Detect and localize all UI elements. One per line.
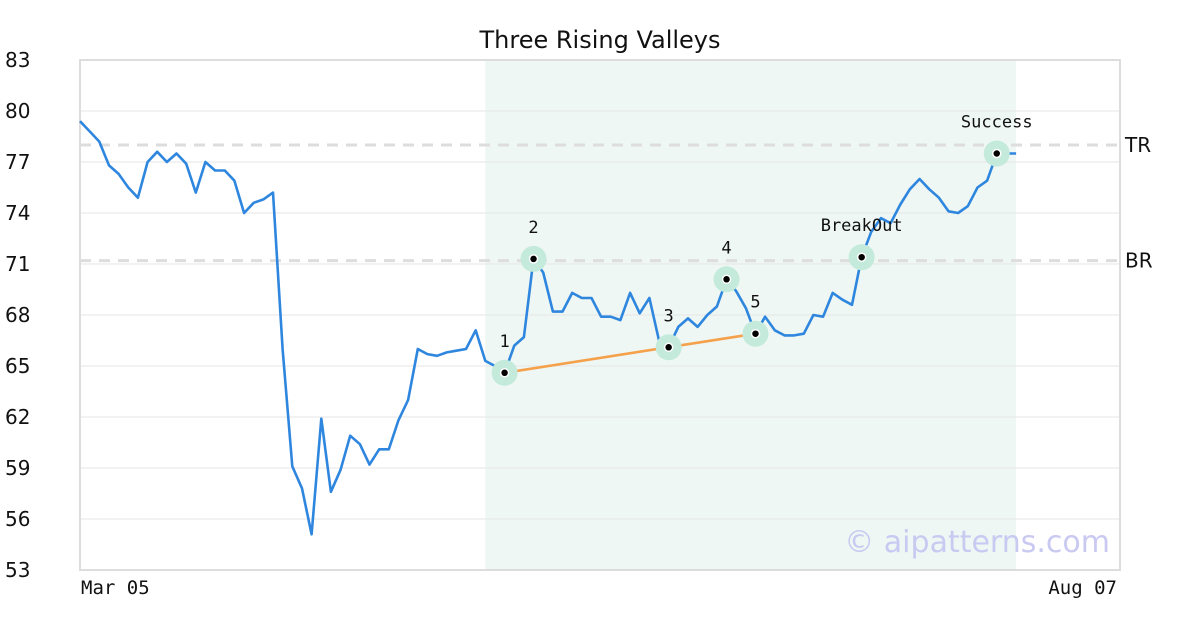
valley-trend-line	[504, 332, 756, 375]
reference-label-tr: TR	[1124, 133, 1151, 157]
annotation-point-2	[528, 254, 539, 264]
y-tick-label: 65	[5, 354, 30, 378]
annotation-point-breakout	[856, 252, 867, 262]
annotation-point-3	[663, 342, 674, 353]
annotation-label-1: 1	[499, 332, 509, 352]
y-tick-label: 56	[5, 507, 30, 531]
annotation-point-1	[499, 368, 510, 378]
annotation-label-3: 3	[664, 306, 674, 326]
x-tick-label: Mar 05	[81, 577, 150, 599]
annotation-point-5	[750, 328, 761, 339]
y-tick-label: 71	[5, 252, 30, 276]
watermark: © aipatterns.com	[844, 525, 1110, 560]
annotation-label-breakout: BreakOut	[821, 216, 903, 236]
annotation-label-2: 2	[528, 218, 538, 238]
y-tick-label: 83	[5, 48, 30, 72]
trend-line-layer	[504, 332, 756, 375]
x-tick-label: Aug 07	[1048, 577, 1117, 599]
annotation-label-5: 5	[750, 293, 760, 313]
y-tick-label: 62	[5, 405, 30, 429]
y-tick-label: 74	[5, 201, 30, 225]
annotation-label-4: 4	[721, 238, 731, 258]
plot-frame	[79, 59, 1121, 571]
y-tick-label: 53	[5, 558, 30, 582]
annotations-layer: 1 2 3 4 5 BreakOut Success	[491, 113, 1033, 386]
y-tick-label: 68	[5, 303, 30, 327]
annotation-point-success	[992, 148, 1002, 159]
y-tick-label: 77	[5, 150, 30, 174]
annotation-point-4	[721, 274, 732, 285]
chart-title: Three Rising Valleys	[478, 26, 720, 54]
y-tick-label: 80	[5, 99, 30, 123]
gridlines	[80, 110, 1120, 520]
y-tick-label: 59	[5, 456, 30, 480]
reference-label-br: BR	[1125, 249, 1153, 273]
annotation-label-success: Success	[961, 113, 1033, 133]
reference-lines: TR BR	[80, 133, 1153, 273]
